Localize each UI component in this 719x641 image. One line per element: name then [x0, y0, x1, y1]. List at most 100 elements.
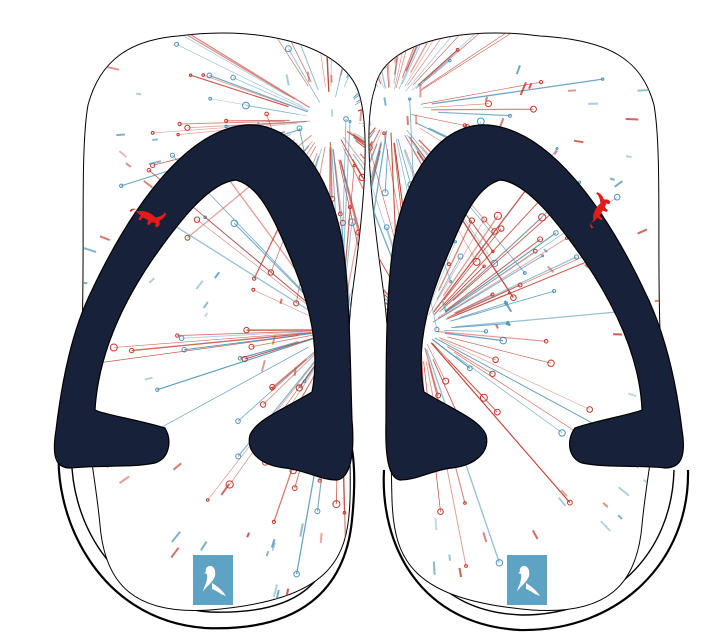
burst-line [441, 217, 543, 310]
burst-dot [483, 329, 489, 334]
burst-dot [601, 77, 605, 81]
burst-dot [552, 289, 557, 294]
burst-dot [493, 408, 501, 416]
burst-line [384, 149, 389, 193]
burst-line [226, 119, 290, 122]
burst-dash [458, 567, 463, 578]
burst-line [181, 331, 303, 339]
burst-dot [243, 326, 250, 334]
burst-dash [493, 28, 498, 31]
burst-dash [609, 177, 615, 181]
burst-line [343, 149, 366, 313]
right-sandal [165, 10, 690, 632]
burst-dot [208, 96, 213, 101]
burst-line [434, 337, 603, 429]
burst-dash [519, 82, 527, 96]
bull-logo-icon [129, 208, 167, 228]
burst-dot [361, 275, 365, 279]
burst-dot [495, 559, 504, 567]
burst-line [209, 74, 309, 113]
burst-dot [368, 476, 375, 485]
burst-line [320, 32, 330, 92]
burst-dash [195, 280, 204, 290]
burst-dot [517, 282, 523, 288]
burst-line [196, 219, 316, 312]
burst-dot [135, 3, 139, 7]
burst-line [340, 32, 364, 76]
burst-dot [483, 28, 485, 30]
burst-line [443, 228, 502, 301]
burst-dot [543, 339, 549, 344]
burst-dot [382, 512, 387, 516]
burst-dash [432, 561, 436, 575]
burst-line [431, 108, 534, 111]
burst-dash [270, 539, 276, 548]
burst-dot [150, 131, 155, 135]
burst-dash [152, 138, 158, 141]
burst-dash [171, 531, 181, 543]
burst-dot [169, 152, 175, 158]
burst-dash [623, 41, 634, 46]
burst-dot [203, 215, 207, 220]
burst-line [430, 342, 571, 503]
burst-line [339, 159, 366, 279]
burst-dot [558, 429, 566, 437]
burst-dot [512, 24, 518, 30]
burst-dot [464, 564, 468, 568]
burst-dash [275, 589, 280, 600]
burst-line [190, 74, 289, 108]
burst-dot [489, 370, 496, 377]
burst-dot [499, 336, 508, 345]
burst-line [455, 256, 577, 314]
burst-line [404, 32, 451, 87]
burst-line [411, 32, 519, 91]
burst-dot [155, 387, 160, 392]
burst-dot [332, 500, 341, 509]
burst-dash [299, 523, 304, 537]
burst-dot [472, 257, 481, 266]
burst-dot [370, 305, 372, 307]
burst-dot [447, 10, 453, 16]
burst-dot [368, 144, 373, 151]
burst-line [436, 256, 461, 300]
burst-line [341, 145, 366, 269]
burst-dot [201, 73, 205, 77]
burst-dash [503, 300, 513, 313]
burst-dot [442, 32, 446, 36]
burst-line [271, 358, 307, 390]
burst-dash [172, 462, 182, 471]
burst-dash [118, 150, 128, 158]
burst-line [394, 32, 424, 90]
left-sandal [53, 3, 498, 630]
burst-line [157, 335, 322, 391]
burst-line [411, 114, 465, 126]
burst-line [415, 60, 451, 89]
burst-dot [567, 499, 573, 506]
burst-line [350, 348, 366, 395]
burst-dot [481, 216, 488, 223]
burst-line [368, 130, 388, 278]
burst-dash [614, 28, 623, 31]
burst-line [152, 121, 307, 134]
burst-line [420, 81, 542, 105]
burst-dash [482, 532, 488, 543]
burst-dot [177, 121, 182, 127]
burst-dot [259, 401, 267, 408]
burst-dot [479, 393, 488, 402]
burst-dot [141, 10, 147, 16]
burst-dot [270, 32, 276, 34]
burst-line [272, 351, 315, 388]
burst-dot [178, 335, 185, 342]
burst-dash [165, 23, 178, 28]
burst-line [410, 32, 480, 74]
burst-dot [314, 508, 321, 515]
burst-dot [175, 333, 180, 338]
burst-dot [538, 80, 544, 85]
burst-dash [625, 118, 639, 121]
burst-line [343, 42, 364, 87]
burst-dot [507, 113, 512, 118]
burst-dash [302, 600, 305, 607]
burst-line [162, 32, 311, 109]
burst-dash [200, 540, 208, 551]
